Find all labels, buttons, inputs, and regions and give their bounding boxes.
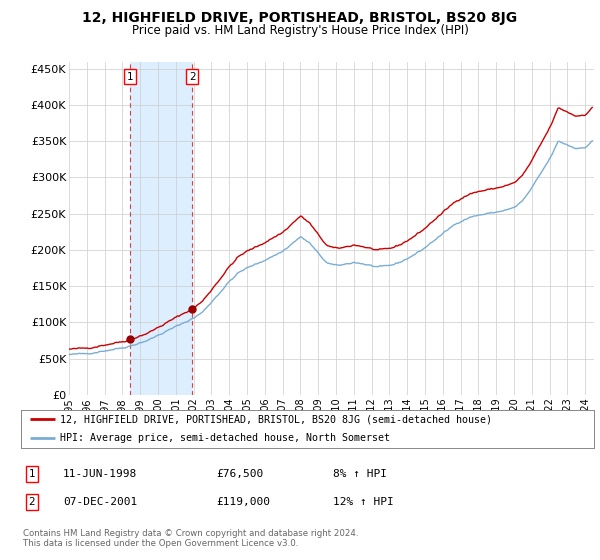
Text: £119,000: £119,000 [216,497,270,507]
Bar [130,62,192,395]
Text: 07-DEC-2001: 07-DEC-2001 [63,497,137,507]
Text: £76,500: £76,500 [216,469,263,479]
Text: Price paid vs. HM Land Registry's House Price Index (HPI): Price paid vs. HM Land Registry's House … [131,24,469,36]
Text: 2: 2 [189,72,196,82]
Text: 8% ↑ HPI: 8% ↑ HPI [333,469,387,479]
Text: 1: 1 [28,469,35,479]
Text: 12, HIGHFIELD DRIVE, PORTISHEAD, BRISTOL, BS20 8JG: 12, HIGHFIELD DRIVE, PORTISHEAD, BRISTOL… [82,11,518,25]
Text: 11-JUN-1998: 11-JUN-1998 [63,469,137,479]
Text: HPI: Average price, semi-detached house, North Somerset: HPI: Average price, semi-detached house,… [60,433,390,444]
Text: 12% ↑ HPI: 12% ↑ HPI [333,497,394,507]
Text: 1: 1 [127,72,134,82]
Text: Contains HM Land Registry data © Crown copyright and database right 2024.
This d: Contains HM Land Registry data © Crown c… [23,529,358,548]
Text: 2: 2 [28,497,35,507]
Text: 12, HIGHFIELD DRIVE, PORTISHEAD, BRISTOL, BS20 8JG (semi-detached house): 12, HIGHFIELD DRIVE, PORTISHEAD, BRISTOL… [60,414,492,424]
